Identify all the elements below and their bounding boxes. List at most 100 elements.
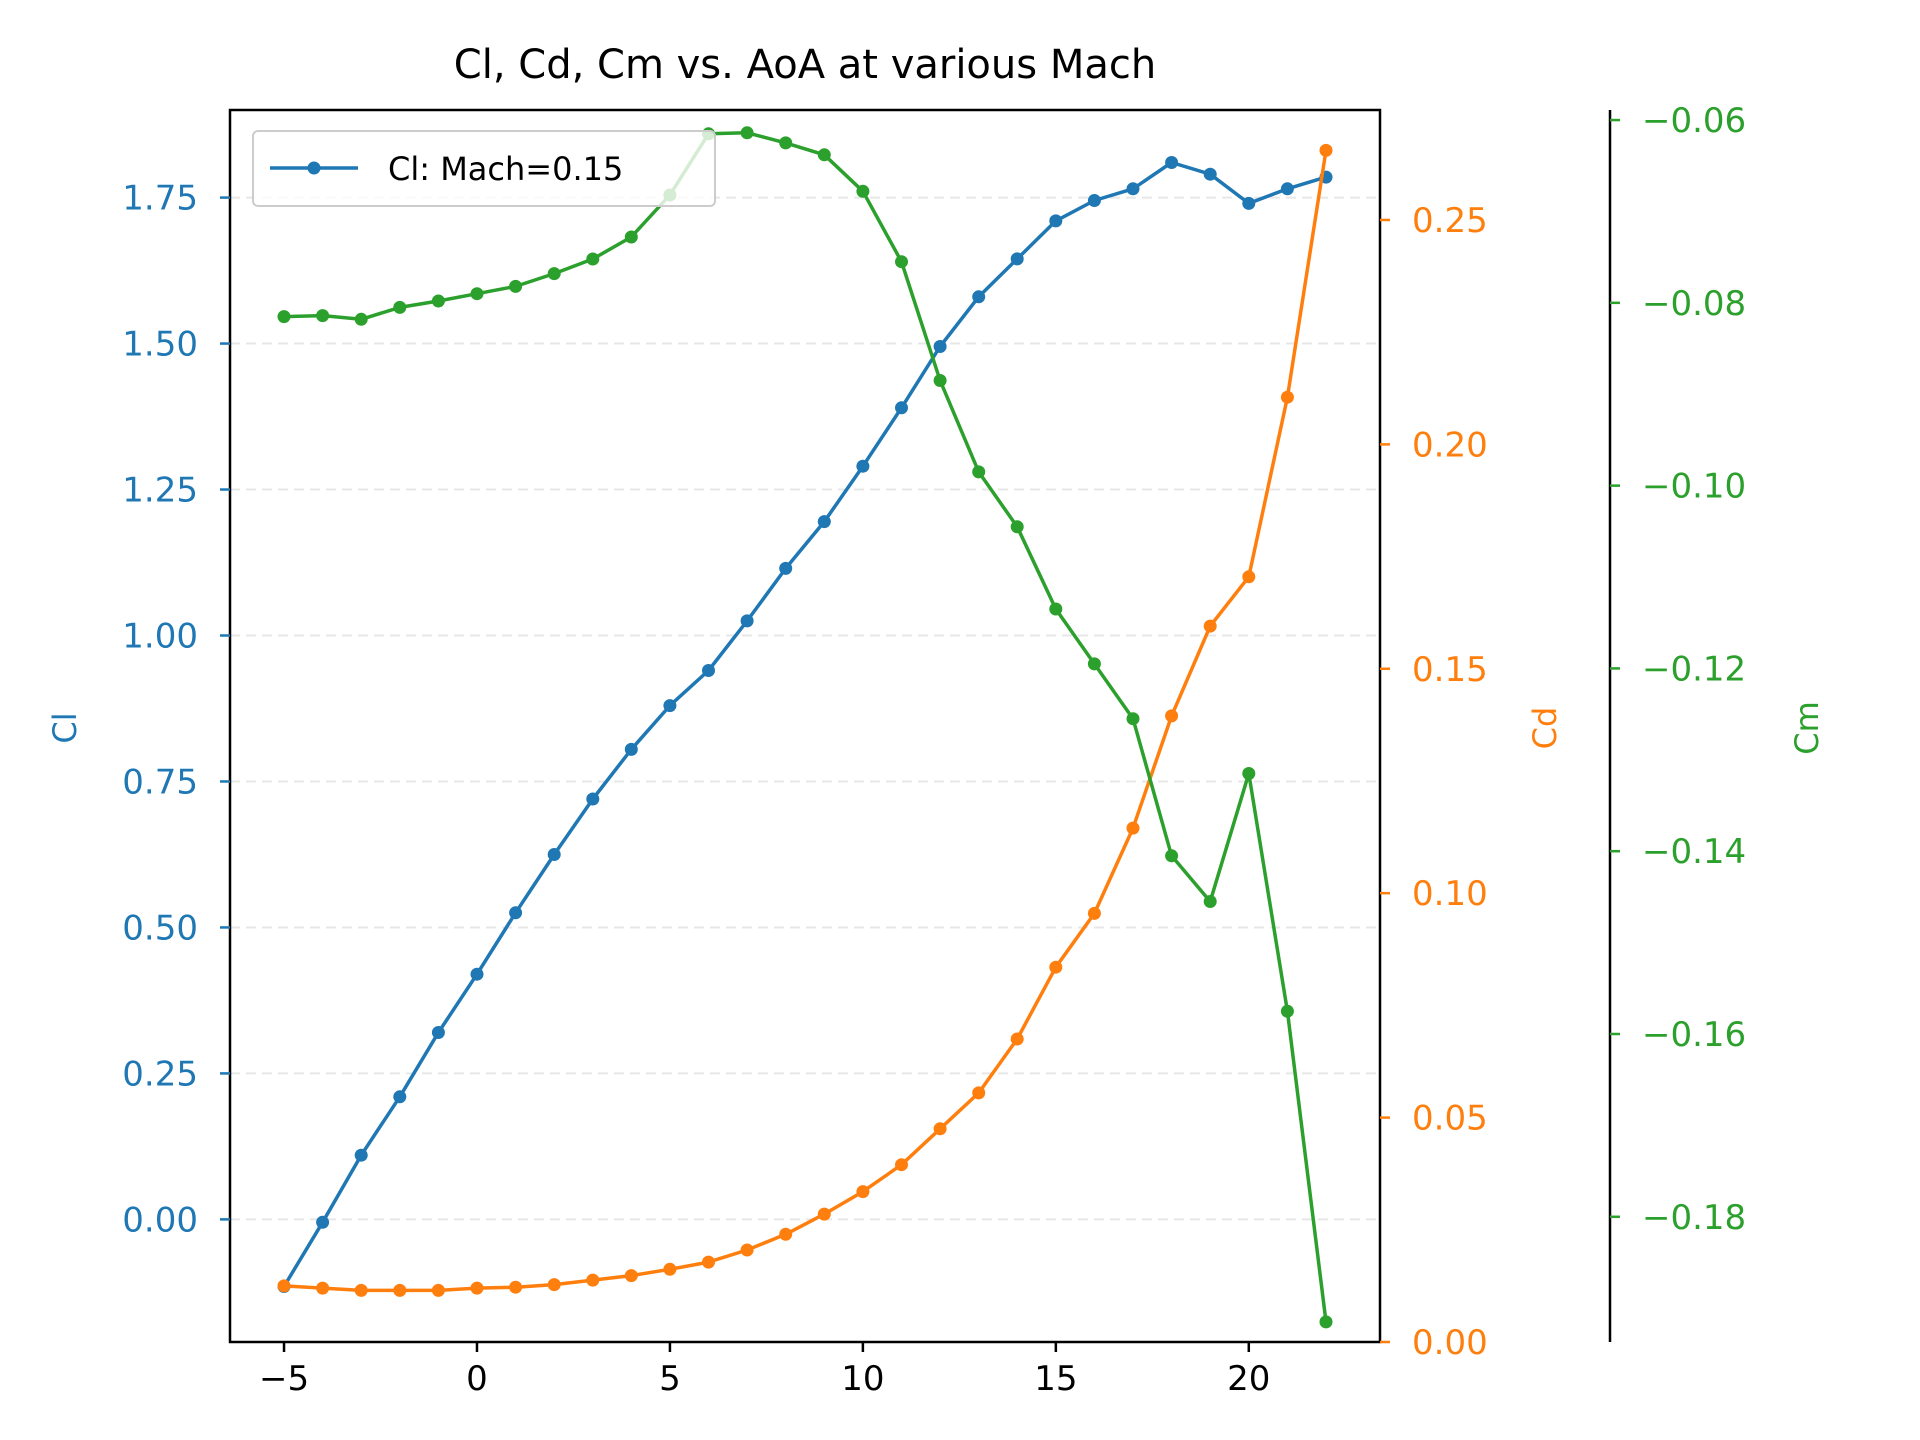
cm-data-point: [1242, 767, 1256, 780]
cm-data-point: [740, 126, 754, 140]
cl-data-point: [933, 340, 947, 353]
cl-data-point: [1242, 196, 1256, 210]
cm-data-point: [316, 309, 330, 323]
cd-data-point: [586, 1273, 600, 1287]
x-tick-label: 20: [1227, 1359, 1270, 1399]
cl-tick-label: 0.25: [122, 1054, 198, 1094]
cm-data-point: [1165, 849, 1179, 863]
cl-tick-label: 1.75: [122, 179, 198, 219]
x-tick-label: 0: [466, 1359, 488, 1399]
cl-data-point: [393, 1090, 407, 1104]
cd-series-line: [283, 150, 1328, 1293]
cm-tick-label: −0.18: [1642, 1198, 1746, 1238]
cd-tick-label: 0.25: [1412, 201, 1488, 241]
chart-title: Cl, Cd, Cm vs. AoA at various Mach: [454, 42, 1156, 88]
cl-data-point: [354, 1148, 368, 1162]
cl-tick-label: 1.25: [122, 471, 198, 511]
x-tick-label: −5: [259, 1359, 309, 1399]
cd-data-point: [354, 1283, 368, 1297]
cl-data-point: [431, 1026, 445, 1039]
cm-axis-label: Cm: [1788, 701, 1826, 755]
cm-tick-label: −0.06: [1642, 101, 1746, 141]
cm-data-point: [1126, 712, 1140, 726]
cm-data-point: [895, 255, 908, 269]
cm-data-point: [933, 374, 947, 387]
cl-data-point: [586, 792, 600, 806]
cl-series-line: [282, 160, 1327, 1288]
cd-data-point: [933, 1122, 947, 1136]
cm-tick-label: −0.12: [1642, 649, 1746, 689]
cl-data-point: [817, 515, 831, 529]
legend-swatch-marker: [307, 161, 321, 175]
cd-data-point: [277, 1279, 291, 1293]
cm-tick-label: −0.14: [1642, 832, 1746, 872]
cd-data-point: [1126, 821, 1140, 835]
cm-data-point: [1280, 1004, 1294, 1018]
cd-data-point: [817, 1207, 831, 1221]
cl-data-point: [316, 1215, 330, 1229]
cd-data-point: [1010, 1032, 1024, 1046]
cd-data-point: [316, 1281, 330, 1295]
cd-data-point: [393, 1283, 407, 1297]
cm-data-point: [431, 294, 445, 308]
axes-layer: −5 0 5 10 15 20 0.00 0.25 0.50 0.75 1.00 1.25 1.50 1.…: [122, 101, 1746, 1399]
cd-data-point: [895, 1158, 908, 1172]
cd-data-point: [663, 1262, 677, 1276]
cl-data-point: [1165, 156, 1179, 169]
cm-data-point: [624, 230, 638, 244]
cl-data-point: [663, 699, 677, 713]
cl-data-point: [972, 290, 986, 304]
plot-frame: [228, 108, 1382, 1344]
cd-data-point: [856, 1185, 870, 1199]
cm-data-point: [779, 136, 793, 150]
cd-data-point: [1049, 960, 1063, 974]
cl-axis-label: Cl: [46, 712, 84, 743]
cm-data-point: [354, 312, 368, 326]
cd-tick-label: 0.00: [1412, 1323, 1488, 1363]
cm-data-point: [509, 279, 523, 293]
cl-data-point: [1203, 167, 1217, 181]
cd-data-point: [740, 1243, 754, 1257]
cl-data-point: [779, 561, 793, 575]
cm-data-point: [972, 465, 986, 479]
cd-data-point: [509, 1280, 523, 1294]
cm-data-point: [1203, 895, 1217, 908]
cl-tick-label: 1.50: [122, 325, 198, 365]
cl-tick-label: 0.00: [122, 1200, 198, 1240]
cd-axis-label: Cd: [1526, 707, 1564, 750]
cm-data-point: [393, 300, 407, 314]
legend-box: [252, 130, 716, 207]
cd-data-point: [547, 1278, 561, 1292]
cm-data-point: [586, 252, 600, 266]
cl-data-point: [740, 614, 754, 628]
cl-data-point: [702, 664, 715, 677]
cd-data-point: [1319, 143, 1333, 157]
cd-tick-label: 0.15: [1412, 650, 1488, 690]
cm-series-line: [283, 131, 1328, 1323]
cl-tick-label: 0.75: [122, 762, 198, 802]
cd-tick-label: 0.05: [1412, 1099, 1488, 1139]
cm-data-point: [856, 184, 870, 198]
cl-data-point: [509, 906, 523, 920]
cl-data-point: [1087, 194, 1101, 207]
cd-data-point: [624, 1269, 638, 1283]
cl-tick-label: 0.50: [122, 908, 198, 948]
legend-label: Cl: Mach=0.15: [388, 150, 623, 188]
cm-tick-label: −0.16: [1642, 1015, 1746, 1055]
cd-data-point: [779, 1227, 793, 1241]
cl-data-point: [1280, 182, 1294, 196]
cl-data-point: [547, 848, 561, 861]
cm-tick-label: −0.10: [1642, 467, 1746, 507]
cm-data-point: [277, 310, 291, 324]
cd-data-point: [1280, 390, 1294, 404]
cl-data-point: [470, 967, 484, 981]
cm-data-point: [547, 267, 561, 281]
cd-data-point: [1087, 906, 1101, 920]
cd-data-point: [1203, 619, 1217, 633]
cl-data-point: [1126, 182, 1140, 196]
cd-data-point: [1242, 570, 1256, 584]
x-tick-label: 10: [841, 1359, 884, 1399]
cm-data-point: [1010, 520, 1024, 534]
